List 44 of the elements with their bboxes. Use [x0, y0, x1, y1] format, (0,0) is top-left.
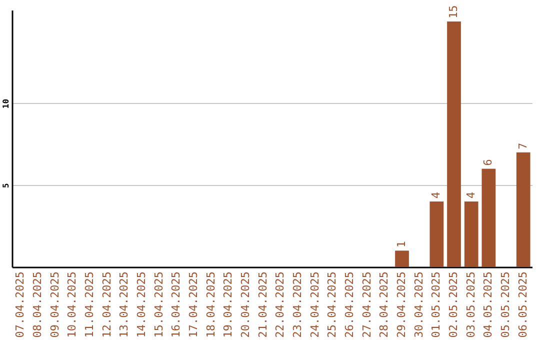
bar	[395, 250, 409, 267]
x-tick-label: 19.04.2025	[222, 272, 235, 338]
bar	[482, 168, 496, 267]
x-tick-label: 06.05.2025	[516, 272, 530, 338]
x-tick-label: 21.04.2025	[256, 272, 270, 338]
x-tick-label: 08.04.2025	[31, 272, 44, 338]
data-label: 4	[430, 192, 443, 199]
x-tick-label: 28.04.2025	[378, 272, 391, 338]
x-tick-label: 18.04.2025	[204, 272, 218, 338]
x-tick-label: 11.04.2025	[83, 272, 96, 338]
data-label: 6	[482, 159, 495, 166]
x-tick-label: 29.04.2025	[395, 272, 408, 338]
data-label: 7	[516, 142, 530, 150]
y-tick-label: 5	[2, 183, 10, 188]
bar	[464, 202, 478, 267]
data-label: 4	[464, 192, 478, 199]
x-tick-label: 13.04.2025	[118, 272, 131, 338]
x-tick-label: 14.04.2025	[135, 272, 148, 338]
x-tick-label: 09.04.2025	[48, 272, 62, 338]
x-tick-label: 20.04.2025	[239, 272, 252, 338]
x-tick-label: 05.05.2025	[499, 272, 512, 338]
x-tick-label: 12.04.2025	[100, 272, 114, 338]
x-tick-label: 27.04.2025	[360, 272, 374, 338]
x-tick-label: 03.05.2025	[464, 272, 478, 338]
x-tick-label: 15.04.2025	[152, 272, 166, 338]
data-label: 15	[447, 5, 460, 18]
x-tick-label: 10.04.2025	[66, 272, 79, 338]
bar	[447, 21, 461, 267]
x-tick-label: 01.05.2025	[430, 272, 443, 338]
x-tick-label: 24.04.2025	[308, 272, 322, 338]
y-tick-label: 10	[2, 98, 10, 109]
bar	[516, 152, 530, 267]
x-tick-label: 23.04.2025	[291, 272, 304, 338]
x-tick-label: 02.05.2025	[447, 272, 460, 338]
x-tick-label: 16.04.2025	[170, 272, 183, 338]
x-tick-label: 04.05.2025	[482, 272, 495, 338]
x-tick-label: 26.04.2025	[343, 272, 356, 338]
x-tick-label: 22.04.2025	[274, 272, 287, 338]
x-tick-label: 07.04.2025	[14, 272, 27, 338]
bar	[430, 202, 444, 267]
x-tick-label: 30.04.2025	[412, 272, 426, 338]
x-tick-label: 25.04.2025	[326, 272, 339, 338]
data-label: 1	[395, 241, 408, 248]
x-tick-label: 17.04.2025	[187, 272, 200, 338]
